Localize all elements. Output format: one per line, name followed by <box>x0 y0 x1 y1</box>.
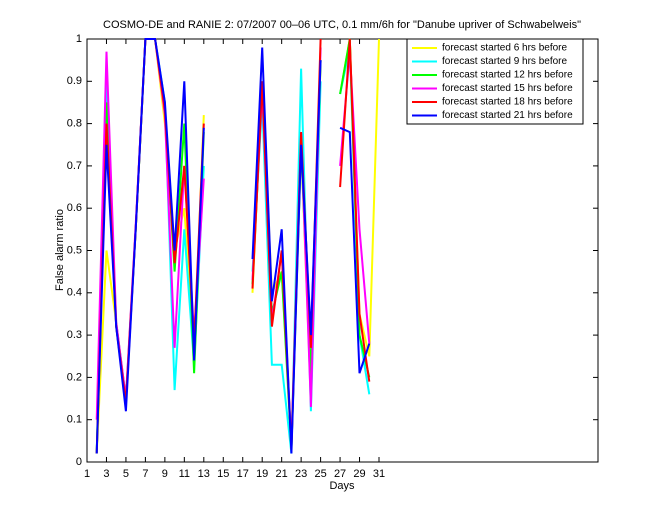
x-tick-label: 1 <box>84 468 90 480</box>
x-tick-label: 7 <box>142 468 148 480</box>
y-tick-label: 1 <box>76 33 82 45</box>
legend-label: forecast started 9 hrs before <box>442 56 568 67</box>
y-tick-label: 0.8 <box>67 118 82 130</box>
y-tick-label: 0.7 <box>67 160 82 172</box>
x-tick-label: 23 <box>295 468 307 480</box>
x-axis-label: Days <box>329 480 355 492</box>
y-tick-label: 0.3 <box>67 329 82 341</box>
legend-box <box>406 38 584 125</box>
series-line <box>95 38 371 454</box>
y-tick-label: 0.5 <box>67 244 82 256</box>
x-tick-label: 13 <box>198 468 210 480</box>
y-tick-label: 0.6 <box>67 202 82 214</box>
x-tick-label: 15 <box>217 468 229 480</box>
y-tick-label: 0.2 <box>67 371 82 383</box>
series-line <box>95 38 371 446</box>
y-tick-label: 0 <box>76 456 82 468</box>
y-axis-label: False alarm ratio <box>54 209 66 291</box>
series-line <box>95 38 380 454</box>
series-line <box>95 38 371 454</box>
legend-label: forecast started 6 hrs before <box>442 43 568 54</box>
x-tick-label: 29 <box>353 468 365 480</box>
series-line <box>95 38 371 454</box>
legend-label: forecast started 15 hrs before <box>442 83 573 94</box>
chart-title: COSMO-DE and RANIE 2: 07/2007 00–06 UTC,… <box>103 19 581 31</box>
x-tick-label: 21 <box>276 468 288 480</box>
legend-label: forecast started 12 hrs before <box>442 70 573 81</box>
x-tick-label: 9 <box>162 468 168 480</box>
x-tick-label: 17 <box>237 468 249 480</box>
y-tick-label: 0.9 <box>67 75 82 87</box>
series-line <box>95 38 371 454</box>
x-tick-label: 25 <box>314 468 326 480</box>
y-tick-label: 0.1 <box>67 414 82 426</box>
legend-label: forecast started 21 hrs before <box>442 110 573 121</box>
x-tick-label: 11 <box>179 468 190 480</box>
x-tick-label: 5 <box>123 468 129 480</box>
x-tick-label: 3 <box>103 468 109 480</box>
y-tick-label: 0.4 <box>67 287 82 299</box>
x-tick-label: 27 <box>334 468 346 480</box>
x-tick-label: 19 <box>256 468 268 480</box>
x-tick-label: 31 <box>373 468 385 480</box>
legend-label: forecast started 18 hrs before <box>442 97 573 108</box>
